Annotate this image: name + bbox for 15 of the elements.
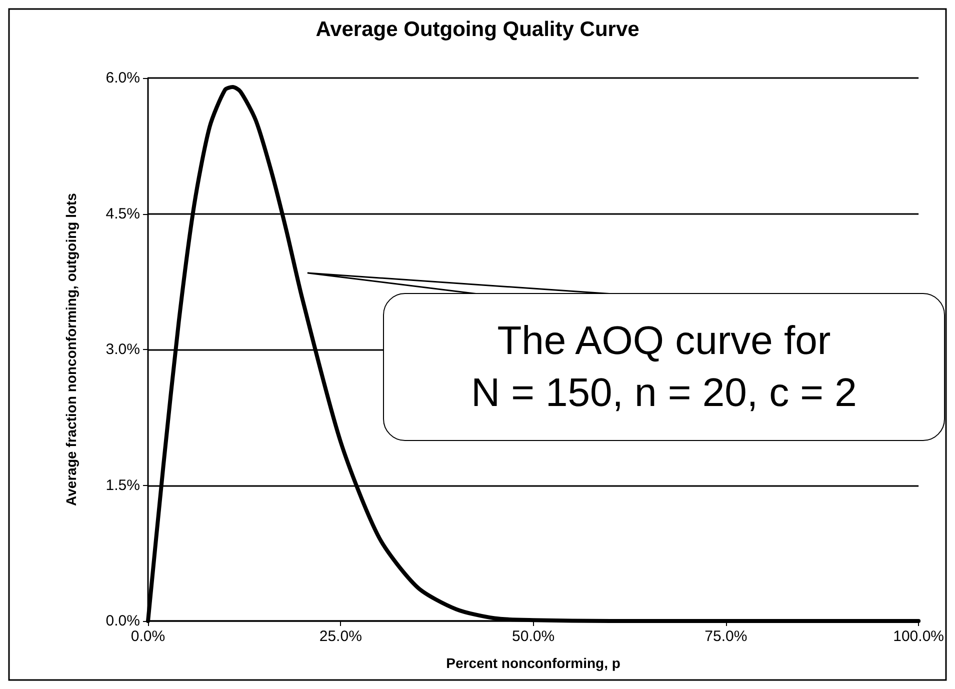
annotation: The AOQ curve for N = 150, n = 20, c = 2: [383, 293, 945, 441]
x-axis-title: Percent nonconforming, p: [446, 655, 620, 671]
y-tick-label: 1.5%: [106, 476, 140, 494]
speech-callout: The AOQ curve for N = 150, n = 20, c = 2: [306, 270, 945, 441]
y-tick-label: 0.0%: [106, 612, 140, 630]
x-tick-label: 50.0%: [512, 628, 555, 645]
y-axis-title: Average fraction nonconforming, outgoing lots: [63, 192, 79, 506]
y-tick-label: 6.0%: [106, 70, 140, 86]
x-tick-label: 0.0%: [130, 628, 166, 645]
chart-title: Average Outgoing Quality Curve: [316, 18, 640, 41]
x-tick-label: 25.0%: [319, 628, 362, 645]
y-tick-label: 4.5%: [106, 205, 140, 222]
x-tick-label: 100.0%: [893, 628, 944, 645]
x-tick-label: 75.0%: [704, 628, 748, 645]
y-tick-label: 3.0%: [106, 341, 140, 358]
